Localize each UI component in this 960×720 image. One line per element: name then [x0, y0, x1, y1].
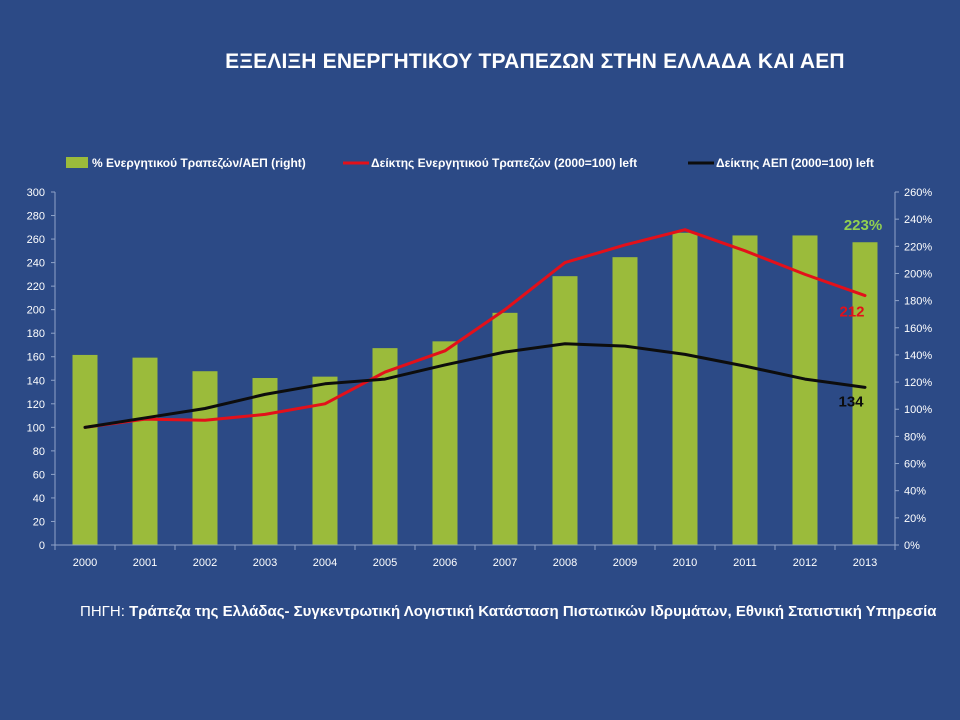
bar-2010	[672, 232, 698, 545]
source-note: ΠΗΓΗ: Τράπεζα της Ελλάδας- Συγκεντρωτική…	[80, 600, 940, 623]
x-tick-label: 2006	[433, 557, 457, 569]
bar-2002	[192, 371, 218, 545]
right-tick-label: 20%	[904, 513, 926, 525]
x-tick-label: 2010	[673, 557, 697, 569]
x-tick-label: 2012	[793, 557, 817, 569]
left-tick-label: 0	[39, 540, 45, 552]
right-tick-label: 60%	[904, 459, 926, 471]
source-text: Τράπεζα της Ελλάδας- Συγκεντρωτική Λογισ…	[129, 603, 937, 620]
right-tick-label: 40%	[904, 486, 926, 498]
bar-2011	[732, 235, 758, 545]
left-tick-label: 280	[27, 211, 45, 223]
bar-2007	[492, 312, 518, 545]
left-tick-label: 180	[27, 328, 45, 340]
x-tick-label: 2000	[73, 557, 97, 569]
right-tick-label: 0%	[904, 540, 920, 552]
left-tick-label: 20	[33, 516, 45, 528]
right-tick-label: 140%	[904, 350, 932, 362]
x-tick-label: 2003	[253, 557, 277, 569]
right-tick-label: 260%	[904, 187, 932, 199]
bar-2000	[72, 354, 98, 545]
left-tick-label: 100	[27, 422, 45, 434]
callout-212: 212	[839, 304, 864, 321]
callout-223pct: 223%	[844, 217, 882, 234]
left-tick-label: 220	[27, 281, 45, 293]
right-tick-label: 240%	[904, 214, 932, 226]
source-label: ΠΗΓΗ:	[80, 603, 125, 620]
left-tick-label: 60	[33, 469, 45, 481]
x-tick-label: 2001	[133, 557, 157, 569]
x-tick-label: 2005	[373, 557, 397, 569]
gdp-index-line	[83, 342, 867, 429]
left-tick-label: 240	[27, 258, 45, 270]
combo-chart: % Ενεργητικού Τραπεζών/ΑΕΠ (right) Δείκτη…	[27, 156, 933, 569]
x-tick-label: 2007	[493, 557, 517, 569]
left-tick-label: 200	[27, 305, 45, 317]
x-tick-label: 2002	[193, 557, 217, 569]
left-tick-label: 260	[27, 234, 45, 246]
right-tick-label: 100%	[904, 404, 932, 416]
x-tick-label: 2013	[853, 557, 877, 569]
chart-callouts: 223% 212 134	[838, 217, 882, 410]
left-tick-label: 40	[33, 493, 45, 505]
callout-134: 134	[838, 393, 864, 410]
bar-2001	[132, 357, 158, 545]
left-tick-label: 140	[27, 375, 45, 387]
left-tick-label: 160	[27, 352, 45, 364]
chart-axes: 0 20 40 60 80 100 120 140 160 180 200 220 240 260 280 3…	[27, 187, 933, 569]
legend-entry: Δείκτης ΑΕΠ (2000=100) left	[716, 156, 874, 170]
bar-2009	[612, 257, 638, 545]
legend-entry: Δείκτης Ενεργητικού Τραπεζών (2000=100) …	[371, 156, 637, 170]
right-tick-label: 220%	[904, 241, 932, 253]
legend-swatch-bars	[66, 157, 88, 168]
bar-2004	[312, 376, 338, 545]
bar-2006	[432, 341, 458, 545]
left-tick-label: 120	[27, 399, 45, 411]
bar-series	[72, 232, 878, 545]
bar-2012	[792, 235, 818, 545]
chart-title: ΕΞΕΛΙΞΗ ΕΝΕΡΓΗΤΙΚΟΥ ΤΡΑΠΕΖΩΝ ΣΤΗΝ ΕΛΛΑΔΑ…	[225, 50, 845, 73]
x-tick-label: 2011	[733, 557, 757, 569]
x-tick-label: 2009	[613, 557, 637, 569]
bank-index-line	[83, 228, 867, 429]
x-tick-label: 2008	[553, 557, 577, 569]
chart-legend: % Ενεργητικού Τραπεζών/ΑΕΠ (right) Δείκτη…	[66, 156, 874, 170]
line-series	[83, 228, 867, 429]
right-tick-label: 180%	[904, 296, 932, 308]
right-tick-label: 200%	[904, 268, 932, 280]
right-tick-label: 80%	[904, 431, 926, 443]
left-tick-label: 300	[27, 187, 45, 199]
bar-2008	[552, 276, 578, 545]
right-tick-label: 120%	[904, 377, 932, 389]
bar-2003	[252, 378, 278, 545]
legend-entry: % Ενεργητικού Τραπεζών/ΑΕΠ (right)	[92, 156, 306, 170]
right-tick-label: 160%	[904, 323, 932, 335]
x-tick-label: 2004	[313, 557, 337, 569]
left-tick-label: 80	[33, 446, 45, 458]
